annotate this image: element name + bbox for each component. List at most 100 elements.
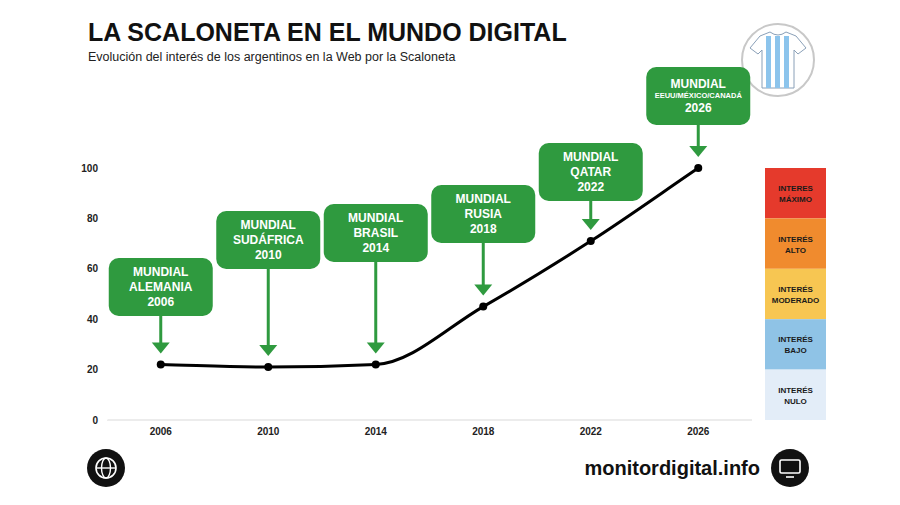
x-tick-label: 2006 [150, 426, 173, 437]
data-point [157, 361, 165, 369]
y-tick-label: 60 [87, 263, 99, 274]
annotation: MUNDIALSUDÁFRICA2010 [216, 211, 320, 356]
data-point [479, 303, 487, 311]
x-tick-label: 2014 [365, 426, 388, 437]
annotation-text: MUNDIAL [671, 77, 726, 91]
annotation-arrow-head [259, 345, 277, 356]
band-label-line: BAJO [784, 346, 806, 355]
monitor-screen [780, 460, 800, 473]
globe-outline [96, 458, 116, 478]
annotation-arrow-shaft [697, 125, 700, 148]
jersey-icon [742, 24, 814, 96]
annotation-arrow-shaft [159, 316, 162, 345]
data-point [372, 361, 380, 369]
y-tick-label: 40 [87, 314, 99, 325]
data-point [264, 363, 272, 371]
jersey-shape [750, 32, 806, 88]
annotation-text: EEUU/MÉXICO/CANADÁ [655, 91, 743, 100]
annotation-text: BRASIL [353, 226, 398, 240]
jersey-stripe [775, 36, 780, 88]
globe-circle [87, 449, 125, 487]
annotation: MUNDIALBRASIL2014 [324, 204, 428, 354]
y-tick-label: 100 [81, 163, 98, 174]
annotation-text: 2014 [362, 241, 389, 255]
annotation: MUNDIALALEMANIA2006 [109, 258, 213, 354]
annotation-box [216, 211, 320, 269]
y-tick-label: 20 [87, 364, 99, 375]
annotation-box [646, 67, 750, 125]
annotation-text: MUNDIAL [563, 150, 618, 164]
x-tick-label: 2010 [257, 426, 280, 437]
jersey-stripe [766, 36, 771, 88]
annotation-arrow-head [689, 146, 707, 157]
annotation: MUNDIALRUSIA2018 [431, 185, 535, 296]
title: LA SCALONETA EN EL MUNDO DIGITAL [88, 18, 567, 46]
x-tick-label: 2018 [472, 426, 495, 437]
annotation-text: QATAR [570, 165, 611, 179]
annotation-text: MUNDIAL [133, 265, 188, 279]
y-tick-label: 0 [92, 415, 98, 426]
band-label-line: INTERÉS [778, 285, 813, 294]
annotation: MUNDIALEEUU/MÉXICO/CANADÁ2026 [646, 67, 750, 157]
background [0, 0, 900, 505]
annotation-box [431, 185, 535, 243]
y-tick-label: 80 [87, 213, 99, 224]
annotation-arrow-head [152, 343, 170, 354]
band-label-line: INTERÉS [778, 386, 813, 395]
jersey-stripe [784, 36, 789, 88]
annotation-text: 2022 [577, 180, 604, 194]
chart-svg: LA SCALONETA EN EL MUNDO DIGITAL Evolució… [0, 0, 900, 505]
x-tick-label: 2022 [580, 426, 603, 437]
band-label-line: MODERADO [772, 296, 820, 305]
band-label-line: INTERÉS [778, 335, 813, 344]
band-label: INTERÉS ALTO [778, 235, 813, 255]
band-label: INTERÉS NULO [778, 386, 813, 406]
globe-equator [96, 467, 116, 468]
annotation-arrow-head [474, 285, 492, 296]
icon-circle [742, 24, 814, 96]
band-label-line: INTERÉS [778, 235, 813, 244]
monitor-icon [771, 449, 809, 487]
annotation-arrow-shaft [374, 262, 377, 345]
interest-band [765, 168, 826, 218]
annotation-arrow-shaft [482, 243, 485, 287]
annotation-text: 2006 [147, 295, 174, 309]
annotation-text: MUNDIAL [348, 211, 403, 225]
annotation-text: 2026 [685, 101, 712, 115]
annotation-arrow-head [582, 219, 600, 230]
annotation-text: 2010 [255, 248, 282, 262]
annotation-text: MUNDIAL [241, 218, 296, 232]
annotation-box [324, 204, 428, 262]
monitor-stand [786, 476, 794, 478]
annotation-arrow-shaft [589, 201, 592, 221]
band-label-line: INTERES [778, 184, 813, 193]
annotation-text: SUDÁFRICA [233, 232, 304, 247]
annotation-arrow-shaft [267, 269, 270, 347]
band-label-line: ALTO [785, 246, 806, 255]
interest-band [765, 370, 826, 420]
x-tick-label: 2026 [687, 426, 710, 437]
band-label: INTERÉS BAJO [778, 335, 813, 355]
x-axis-line [107, 420, 752, 421]
monitor-circle [771, 449, 809, 487]
chart-container: LA SCALONETA EN EL MUNDO DIGITAL Evolució… [0, 0, 900, 505]
annotation-text: 2018 [470, 222, 497, 236]
annotation-arrow-head [367, 343, 385, 354]
annotation: MUNDIALQATAR2022 [539, 143, 643, 230]
band-label: INTERÉS MODERADO [772, 285, 820, 305]
annotation-box [109, 258, 213, 316]
band-label: INTERES MÁXIMO [778, 184, 813, 204]
annotation-box [539, 143, 643, 201]
interest-band [765, 218, 826, 268]
band-label-line: NULO [784, 397, 807, 406]
interest-band [765, 269, 826, 319]
y-axis-line [107, 168, 108, 420]
subtitle: Evolución del interés de los argentinos … [88, 50, 455, 64]
annotation-text: MUNDIAL [456, 192, 511, 206]
annotation-text: RUSIA [465, 207, 503, 221]
data-point [587, 237, 595, 245]
data-point [694, 164, 702, 172]
source: monitordigital.info [584, 457, 760, 479]
annotation-text: ALEMANIA [129, 280, 193, 294]
band-label-line: MÁXIMO [779, 195, 812, 204]
